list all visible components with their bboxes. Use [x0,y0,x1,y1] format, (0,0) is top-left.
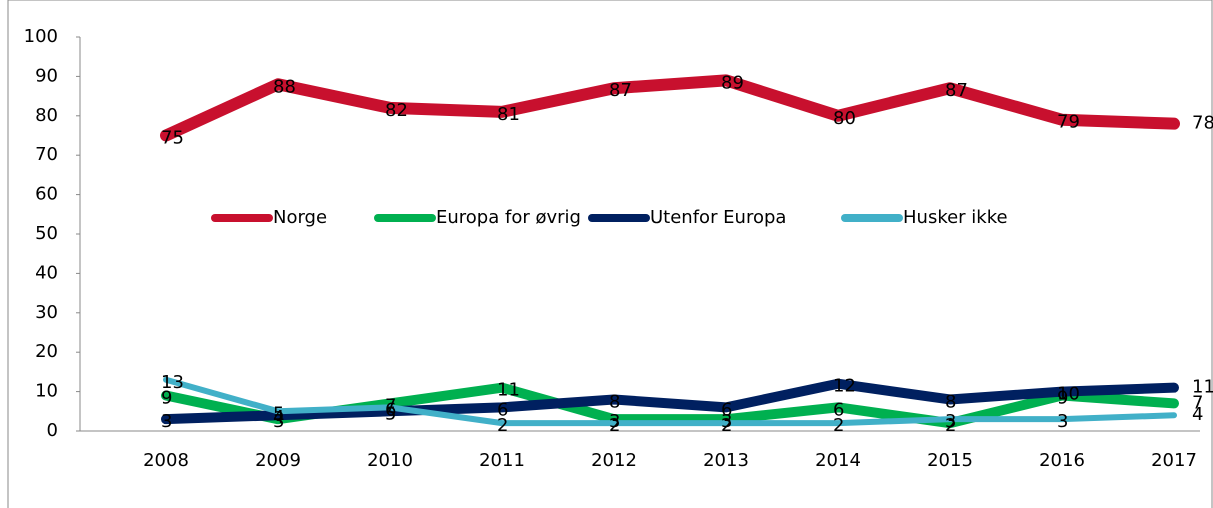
y-tick-label: 50 [35,223,58,244]
data-label: 4 [1192,404,1203,425]
data-label: 7 [1192,392,1203,413]
x-tick-label: 2013 [703,450,749,471]
x-tick-label: 2009 [255,450,301,471]
data-label: 4 [273,407,284,428]
data-label: 2 [945,415,956,436]
data-label: 7 [385,395,396,416]
data-label: 2 [609,415,620,436]
data-label: 9 [1057,388,1068,409]
data-label: 87 [609,80,632,101]
data-label: 79 [1057,112,1080,133]
data-label: 80 [833,108,856,129]
data-label: 3 [945,411,956,432]
data-label: 87 [945,80,968,101]
y-tick-label: 80 [35,105,58,126]
data-label: 3 [161,411,172,432]
data-label: 82 [385,100,408,121]
data-label: 5 [273,403,284,424]
data-label: 75 [161,128,184,149]
legend-label: Husker ikke [903,207,1008,228]
y-tick-label: 60 [35,184,58,205]
y-tick-label: 10 [35,381,58,402]
data-label: 2 [721,415,732,436]
legend-label: Utenfor Europa [650,207,786,228]
x-tick-label: 2015 [927,450,973,471]
data-label: 2 [833,415,844,436]
y-tick-label: 30 [35,302,58,323]
series-line [160,74,1180,142]
data-label: 3 [1057,411,1068,432]
y-tick-label: 90 [35,65,58,86]
data-label: 88 [273,76,296,97]
data-label: 11 [497,380,520,401]
y-tick-label: 70 [35,144,58,165]
x-tick-label: 2017 [1151,450,1197,471]
x-tick-label: 2014 [815,450,861,471]
x-tick-label: 2010 [367,450,413,471]
legend-label: Norge [273,207,327,228]
data-label: 89 [721,72,744,93]
data-label: 12 [833,376,856,397]
data-label: 9 [161,388,172,409]
data-label: 3 [721,411,732,432]
data-label: 10 [1057,384,1080,405]
data-label: 6 [385,399,396,420]
series-line [163,376,1177,427]
y-tick-label: 20 [35,341,58,362]
y-tick-label: 0 [47,420,58,441]
data-label: 8 [609,391,620,412]
y-tick-label: 100 [24,26,58,47]
series-line [161,378,1179,425]
x-tick-label: 2008 [143,450,189,471]
data-label: 81 [497,104,520,125]
chart-frame [7,0,1213,508]
data-label: 3 [273,411,284,432]
data-label: 13 [161,372,184,393]
data-label: 6 [721,399,732,420]
data-label: 2 [497,415,508,436]
y-tick-label: 40 [35,262,58,283]
data-label: 3 [609,411,620,432]
data-label: 11 [1192,377,1213,398]
x-tick-label: 2012 [591,450,637,471]
data-label: 6 [497,399,508,420]
data-label: 5 [385,403,396,424]
x-tick-label: 2011 [479,450,525,471]
legend-label: Europa for øvrig [436,207,581,228]
data-label: 6 [833,399,844,420]
x-tick-label: 2016 [1039,450,1085,471]
data-label: 78 [1192,113,1213,134]
data-label: 8 [945,391,956,412]
